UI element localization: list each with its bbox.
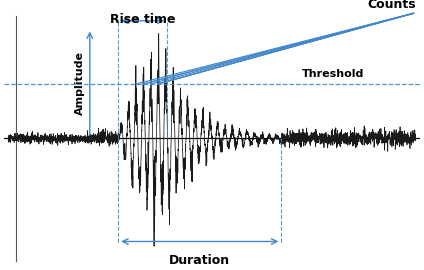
Text: Threshold: Threshold bbox=[301, 69, 364, 79]
Text: Duration: Duration bbox=[169, 254, 230, 267]
Text: Counts: Counts bbox=[367, 0, 416, 11]
Text: Amplitude: Amplitude bbox=[75, 51, 85, 115]
Text: Rise time: Rise time bbox=[110, 13, 176, 26]
